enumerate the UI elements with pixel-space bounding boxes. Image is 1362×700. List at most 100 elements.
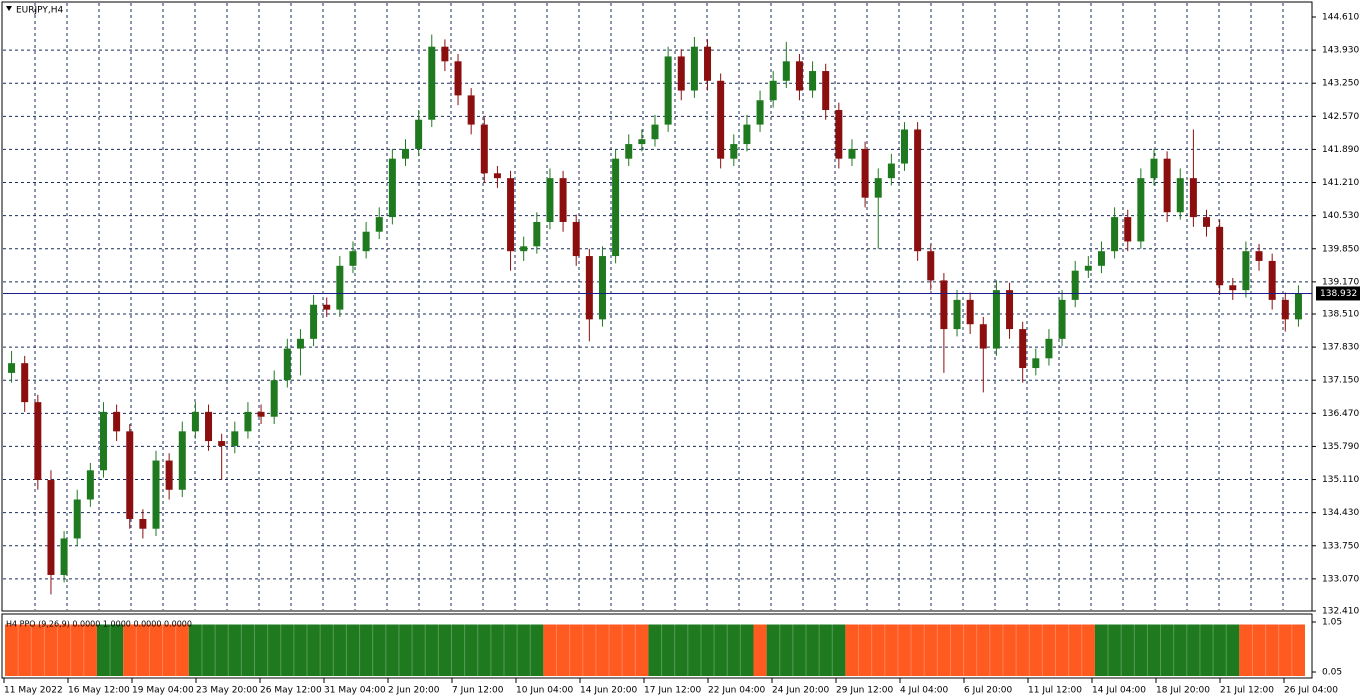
candle-body	[822, 71, 830, 110]
candle-body	[559, 178, 567, 222]
candle-body	[218, 441, 226, 446]
candle-body	[1294, 293, 1302, 320]
candle-body	[940, 280, 948, 330]
ppo-bars	[1094, 624, 1240, 676]
current-price-label: 138.932	[1320, 289, 1357, 299]
main-frame	[1, 1, 1313, 612]
candle-body	[782, 61, 790, 81]
candle-body	[612, 158, 620, 257]
y-tick-label: 143.930	[1322, 46, 1359, 56]
candle-body	[480, 124, 488, 174]
candle-body	[874, 178, 882, 198]
candle-body	[99, 411, 107, 471]
x-tick-label: 2 Jun 20:00	[388, 686, 440, 696]
y-tick-label: 137.830	[1322, 343, 1359, 353]
candle-body	[795, 61, 803, 91]
candle-body	[1163, 158, 1171, 213]
ppo-bars	[845, 624, 1095, 676]
x-tick-label: 26 Jul 04:00	[1284, 686, 1338, 696]
candle-body	[769, 80, 777, 101]
x-tick-label: 21 Jul 12:00	[1220, 686, 1274, 696]
y-tick-label: 132.410	[1322, 607, 1359, 617]
ppo-bars	[5, 624, 97, 676]
candle-body	[1189, 178, 1197, 218]
x-tick-label: 6 Jul 20:00	[964, 686, 1013, 696]
x-tick-label: 11 Jul 12:00	[1028, 686, 1082, 696]
y-tick-label: 140.530	[1322, 211, 1359, 221]
candle-body	[283, 348, 291, 381]
candle-body	[428, 46, 436, 120]
candle-body	[835, 109, 843, 159]
y-tick-label: 133.070	[1322, 574, 1359, 584]
candle-body	[375, 217, 383, 232]
candle-body	[1216, 226, 1224, 286]
candle-body	[388, 158, 396, 218]
candle-body	[231, 431, 239, 446]
x-tick-label: 14 Jun 20:00	[580, 686, 637, 696]
candle-body	[966, 299, 974, 325]
candle-body	[191, 411, 199, 432]
ppo-bars	[188, 624, 544, 676]
candle-body	[1071, 270, 1079, 300]
candle-body	[1084, 265, 1092, 271]
candle-body	[900, 129, 908, 164]
candle-body	[861, 148, 869, 198]
candle-body	[520, 246, 528, 252]
candle-body	[1255, 251, 1263, 261]
x-tick-label: 26 May 12:00	[260, 686, 322, 696]
candle-body	[1229, 285, 1237, 291]
x-tick-label: 23 May 20:00	[196, 686, 258, 696]
candle-body	[178, 431, 186, 490]
candle-body	[914, 129, 922, 252]
candle-body	[1032, 358, 1040, 369]
x-tick-label: 14 Jul 04:00	[1092, 686, 1146, 696]
candle-body	[1268, 260, 1276, 300]
candle-body	[1176, 178, 1184, 213]
candle-body	[244, 411, 252, 432]
candle-body	[730, 144, 738, 159]
candle-body	[1097, 251, 1105, 266]
candle-body	[310, 304, 318, 339]
x-tick-label: 29 Jun 12:00	[836, 686, 893, 696]
ppo-bars	[123, 624, 189, 676]
candle-body	[8, 363, 16, 373]
candle-body	[86, 470, 94, 500]
x-tick-label: 31 May 04:00	[324, 686, 386, 696]
candle-body	[1203, 217, 1211, 227]
x-tick-label: 7 Jun 12:00	[452, 686, 504, 696]
ind-y-tick-label: 0.05	[1322, 668, 1342, 678]
candle-body	[585, 256, 593, 320]
candle-body	[1019, 329, 1027, 369]
y-tick-label: 144.610	[1322, 13, 1359, 23]
y-tick-label: 141.890	[1322, 145, 1359, 155]
candle-body	[887, 163, 895, 179]
candle-body	[1137, 178, 1145, 242]
candle-body	[402, 148, 410, 159]
indicator-panel	[5, 624, 1305, 676]
candle-body	[1058, 299, 1066, 339]
candle-body	[362, 231, 370, 252]
candle-body	[454, 61, 462, 96]
x-tick-label: 17 Jun 12:00	[644, 686, 701, 696]
candle-body	[1281, 299, 1289, 320]
x-tick-label: 4 Jul 04:00	[900, 686, 949, 696]
ppo-bars	[543, 624, 649, 676]
chart-title: EURJPY,H4	[16, 6, 64, 16]
x-tick-label: 11 May 2022	[4, 686, 63, 696]
ppo-bars	[96, 624, 124, 676]
y-tick-label: 138.510	[1322, 310, 1359, 320]
candle-body	[572, 221, 580, 257]
x-tick-label: 18 Jul 20:00	[1156, 686, 1210, 696]
candle-body	[21, 363, 29, 403]
candle-body	[546, 178, 554, 222]
candle-body	[927, 251, 935, 281]
y-tick-label: 135.790	[1322, 442, 1359, 452]
candle-body	[467, 95, 475, 125]
symbol-menu-arrow[interactable]	[6, 6, 12, 11]
candle-body	[756, 100, 764, 125]
candle-body	[165, 460, 173, 490]
candle-body	[1006, 290, 1014, 330]
y-tick-label: 139.850	[1322, 244, 1359, 254]
x-tick-label: 19 May 04:00	[132, 686, 194, 696]
candle-body	[336, 265, 344, 310]
